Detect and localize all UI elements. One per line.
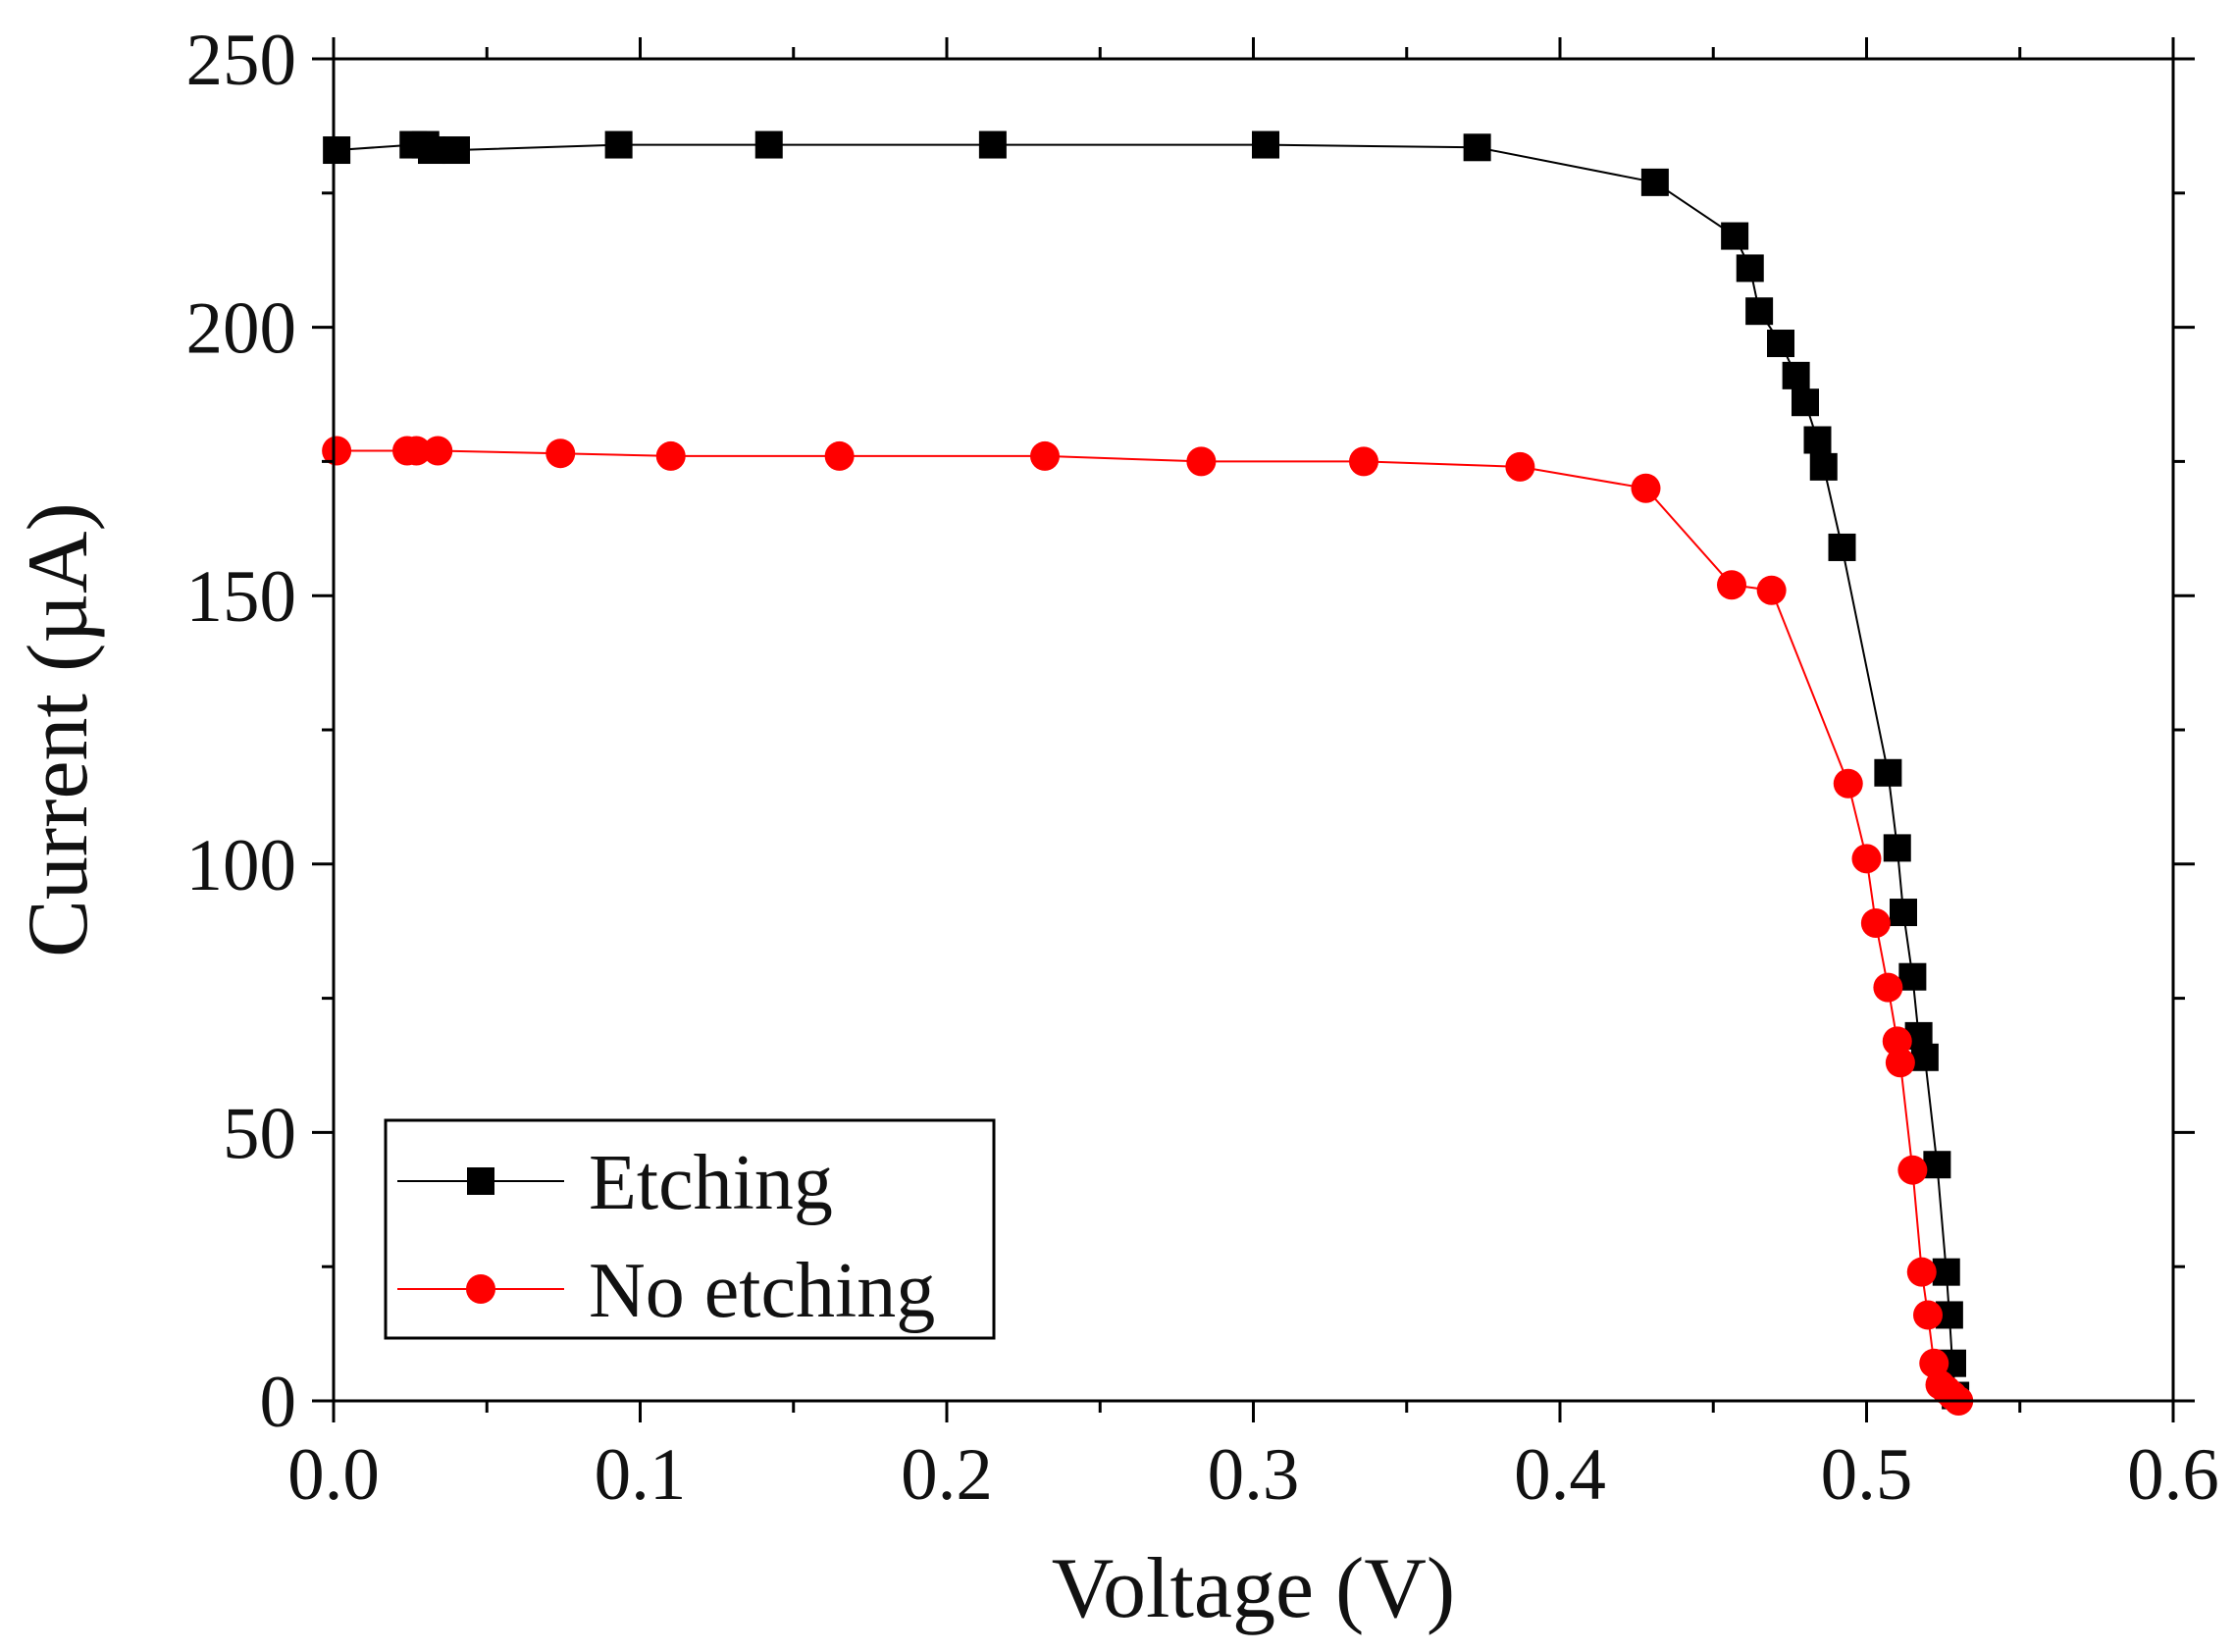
data-point-etching: [978, 130, 1007, 159]
x-tick-label: 0.5: [1821, 1434, 1913, 1516]
data-point-etching: [323, 136, 351, 165]
data-point-etching: [754, 130, 783, 159]
x-tick-label: 0.2: [901, 1434, 993, 1516]
data-point-no-etching: [1906, 1257, 1937, 1287]
x-tick-label: 0.3: [1208, 1434, 1300, 1516]
data-point-etching: [1463, 133, 1491, 162]
data-point-no-etching: [1186, 446, 1217, 477]
legend-label-etching: Etching: [589, 1140, 833, 1226]
data-point-etching: [1898, 962, 1927, 991]
data-point-etching: [604, 130, 633, 159]
series-line-no-etching: [337, 449, 1959, 1402]
data-point-no-etching: [546, 439, 576, 469]
data-point-etching: [1932, 1258, 1960, 1286]
data-point-no-etching: [655, 440, 686, 471]
data-point-no-etching: [1030, 440, 1060, 471]
data-point-etching: [1736, 254, 1764, 283]
data-point-no-etching: [824, 440, 855, 471]
data-point-no-etching: [1860, 907, 1891, 938]
x-tick-label: 0.1: [595, 1434, 687, 1516]
data-point-no-etching: [1717, 570, 1746, 600]
data-point-no-etching: [423, 436, 453, 466]
legend-label-no-etching: No etching: [589, 1248, 935, 1334]
plot-frame: [332, 57, 2175, 1403]
y-tick-label: 200: [186, 288, 297, 370]
legend: Etching No etching: [384, 1118, 996, 1340]
data-point-etching: [1640, 168, 1669, 196]
y-tick-label: 250: [186, 20, 297, 101]
x-tick-label: 0.0: [287, 1434, 380, 1516]
data-point-no-etching: [322, 436, 352, 466]
data-point-etching: [1883, 834, 1911, 862]
data-point-etching: [1252, 130, 1279, 159]
data-point-no-etching: [1885, 1048, 1915, 1078]
data-point-no-etching: [1349, 446, 1378, 477]
data-point-etching: [1803, 426, 1832, 454]
y-axis-title: Current (µA): [11, 502, 106, 957]
data-point-etching: [1874, 758, 1902, 787]
data-point-etching: [1890, 899, 1917, 927]
legend-marker-etching: [467, 1167, 494, 1195]
data-point-no-etching: [1897, 1155, 1928, 1185]
data-point-no-etching: [1913, 1300, 1943, 1330]
y-tick-label: 0: [260, 1362, 297, 1443]
data-point-no-etching: [1873, 972, 1903, 1003]
x-tick-label: 0.6: [2127, 1434, 2219, 1516]
data-point-etching: [1782, 361, 1810, 389]
x-tick-label: 0.4: [1514, 1434, 1606, 1516]
data-point-no-etching: [1882, 1026, 1912, 1057]
data-point-etching: [1809, 452, 1838, 481]
data-point-etching: [1767, 330, 1794, 358]
ticks-layer: 0.0 0.1 0.2 0.3 0.4 0.5 0.6 0 50 100 150 200 250: [186, 20, 2219, 1516]
data-point-etching: [1828, 533, 1856, 561]
data-point-no-etching: [1756, 575, 1787, 605]
y-tick-label: 150: [186, 556, 297, 638]
data-point-no-etching: [1851, 844, 1882, 874]
data-point-etching: [1721, 222, 1749, 250]
data-point-etching: [1910, 1043, 1939, 1071]
data-point-etching: [1745, 297, 1774, 326]
data-point-etching: [1923, 1151, 1951, 1179]
data-point-etching: [1792, 388, 1819, 417]
data-point-no-etching: [1505, 451, 1535, 482]
data-point-etching: [418, 136, 445, 165]
data-point-no-etching: [1631, 473, 1661, 503]
y-tick-label: 50: [223, 1093, 296, 1174]
data-point-no-etching: [401, 436, 432, 466]
legend-marker-no-etching: [466, 1274, 495, 1304]
data-point-etching: [442, 136, 470, 165]
y-tick-label: 100: [186, 825, 297, 906]
data-point-no-etching: [1833, 768, 1863, 799]
x-axis-title: Voltage (V): [1052, 1541, 1455, 1636]
series-layer: [322, 130, 1974, 1416]
